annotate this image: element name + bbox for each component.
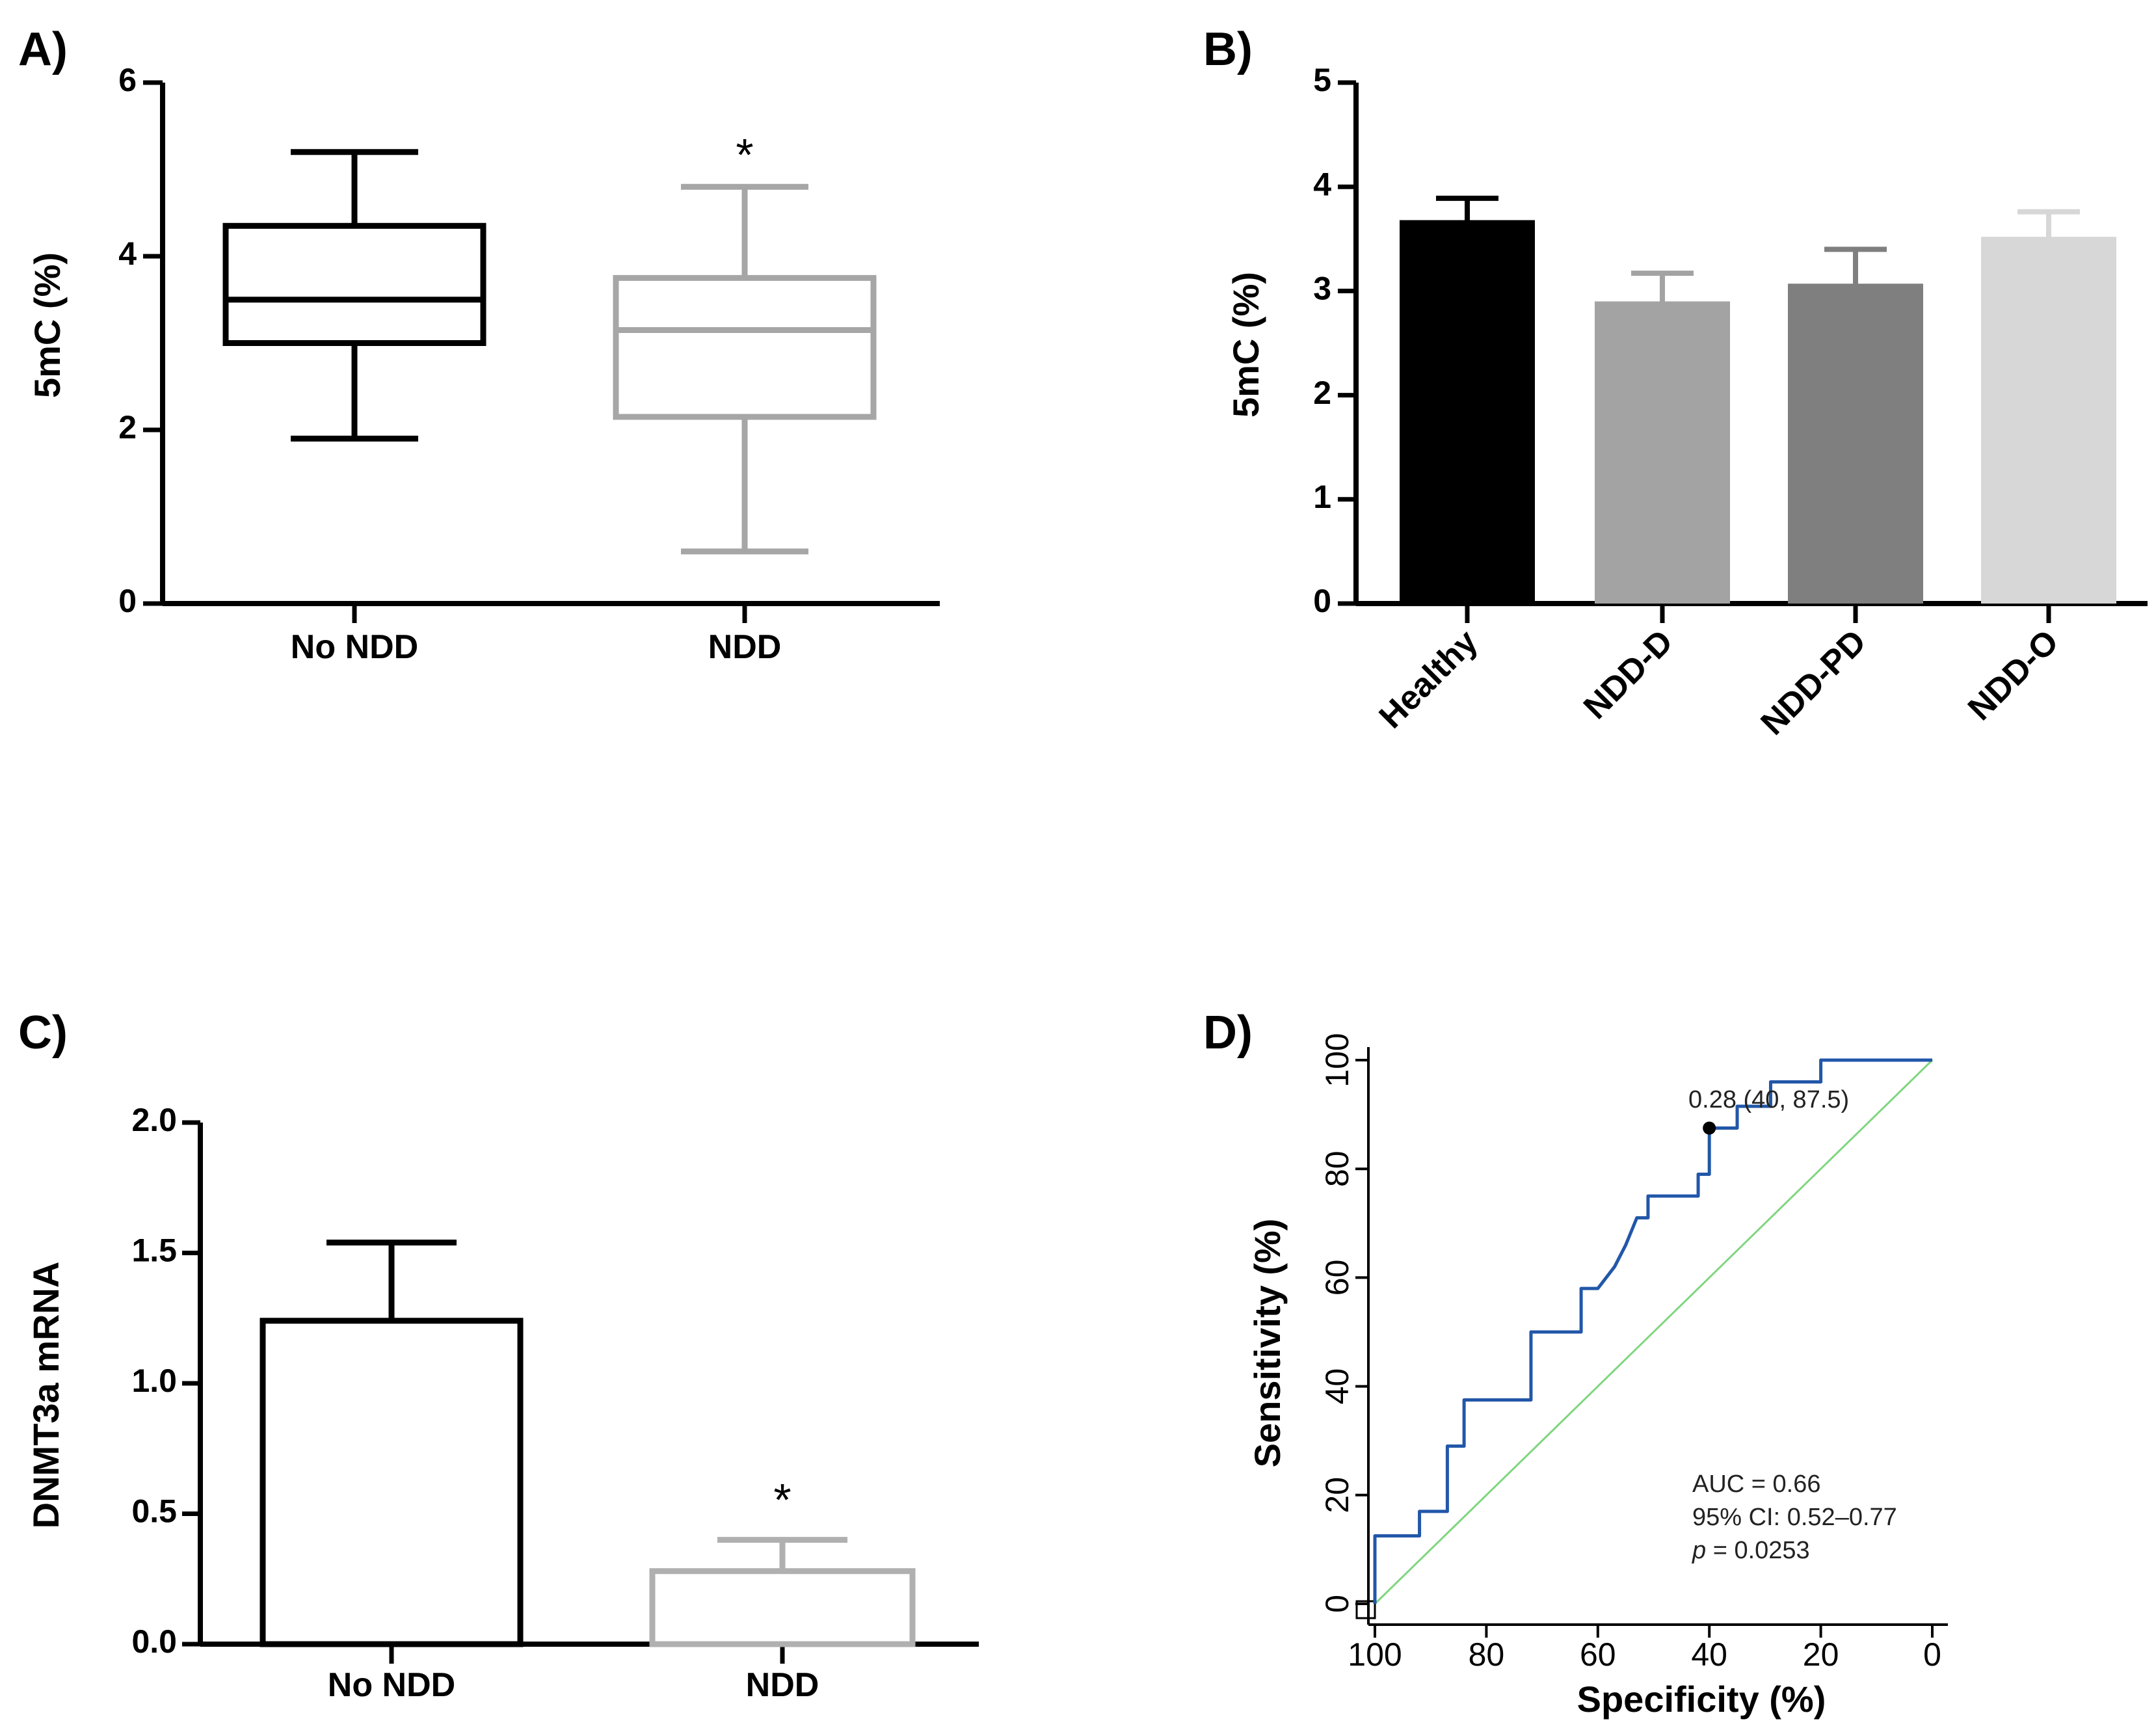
bar-ndd-pd [1788, 284, 1923, 604]
panel-c: C) DNMT3a mRNA 0.0 0.5 1.0 1.5 2.0 No NDD ND… [18, 1007, 979, 1704]
panel-b-label: B) [1203, 23, 1253, 75]
panel-c-x-category-no-ndd: No NDD [328, 1666, 455, 1704]
y-tick-label: 0 [1313, 583, 1331, 619]
bar-healthy [1400, 220, 1535, 604]
panel-b-plot [1400, 195, 2116, 604]
y-tick-label: 0.5 [131, 1493, 177, 1530]
box-no-ndd [222, 149, 486, 442]
y-tick-label: 4 [118, 235, 137, 272]
panel-d-x-axis-label: Specificity (%) [1577, 1679, 1826, 1720]
panel-d-cutoff-label: 0.28 (40, 87.5) [1688, 1086, 1849, 1113]
y-tick-label: 0 [118, 583, 137, 619]
panel-d-label: D) [1203, 1007, 1253, 1059]
origin-marker [1355, 1600, 1376, 1619]
bar-no-ndd [260, 1318, 524, 1647]
box-ndd [613, 183, 877, 555]
y-tick-label: 1 [1313, 479, 1331, 515]
panel-d-axes: 0 20 40 60 80 100 100 80 60 40 20 0 [1319, 1033, 1948, 1673]
panel-a-y-axis-label: 5mC (%) [27, 252, 68, 398]
panel-c-significance-marker: * [773, 1474, 791, 1525]
y-tick-label: 6 [118, 62, 137, 98]
y-tick-label: 5 [1313, 62, 1331, 98]
panel-a-x-category-no-ndd: No NDD [291, 628, 418, 666]
panel-d-p-value-text: p = 0.0253 [1692, 1537, 1810, 1564]
y-tick-label: 60 [1319, 1260, 1355, 1296]
panel-a-plot [222, 149, 877, 555]
panel-c-x-category-ndd: NDD [746, 1666, 819, 1704]
x-tick-label: 60 [1580, 1636, 1616, 1673]
box-iqr [222, 222, 486, 346]
reference-diagonal [1374, 1059, 1934, 1605]
panel-a-significance-marker: * [736, 129, 753, 180]
panel-a-axes: 0 2 4 6 [118, 62, 940, 623]
panel-a-label: A) [18, 23, 68, 75]
panel-a-x-category-ndd: NDD [708, 628, 782, 666]
cutoff-point [1703, 1121, 1716, 1135]
x-tick-label: 0 [1923, 1636, 1941, 1673]
box-iqr [613, 274, 877, 420]
roc-curve [1373, 1058, 1932, 1604]
y-tick-label: 2 [1313, 375, 1331, 411]
y-tick-label: 1.0 [131, 1363, 177, 1399]
panel-b-y-axis-label: 5mC (%) [1225, 272, 1266, 418]
bar-ndd [649, 1568, 916, 1647]
y-tick-label: 0.0 [131, 1623, 177, 1660]
x-tick-label: 40 [1691, 1636, 1727, 1673]
x-tick-label: 20 [1803, 1636, 1839, 1673]
panel-d-y-axis-label: Sensitivity (%) [1247, 1219, 1288, 1468]
panel-c-y-axis-label: DNMT3a mRNA [25, 1262, 66, 1529]
bar-ndd-d [1595, 301, 1730, 604]
y-tick-label: 3 [1313, 271, 1331, 307]
panel-d-auc-text: AUC = 0.66 [1692, 1470, 1821, 1498]
panel-d-p-symbol: p [1692, 1537, 1706, 1564]
panel-d: D) Sensitivity (%) Specificity (%) 0 20 40… [1203, 1007, 1948, 1720]
panel-a: A) 5mC (%) 0 2 4 6 No NDD NDD * [18, 23, 940, 666]
x-tick-label: 100 [1348, 1636, 1402, 1673]
y-tick-label: 100 [1319, 1033, 1355, 1087]
y-tick-label: 4 [1313, 166, 1331, 202]
panel-c-label: C) [18, 1007, 68, 1059]
y-tick-label: 2.0 [131, 1102, 177, 1138]
y-tick-label: 80 [1319, 1151, 1355, 1187]
y-tick-label: 40 [1319, 1368, 1355, 1405]
y-tick-label: 2 [118, 409, 137, 446]
bar-ndd-o [1981, 237, 2116, 604]
y-tick-label: 0 [1319, 1595, 1355, 1613]
y-tick-label: 1.5 [131, 1232, 177, 1269]
panel-d-ci-text: 95% CI: 0.52–0.77 [1692, 1504, 1897, 1531]
panel-c-plot [260, 1239, 916, 1647]
panel-d-p-value: = 0.0253 [1706, 1537, 1810, 1564]
panel-d-plot [1355, 1058, 1934, 1619]
x-tick-label: 80 [1469, 1636, 1505, 1673]
y-tick-label: 20 [1319, 1477, 1355, 1513]
